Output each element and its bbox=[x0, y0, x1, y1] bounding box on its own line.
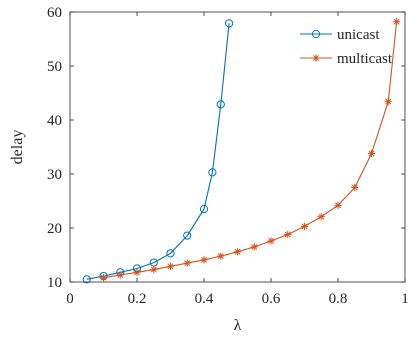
plot-background bbox=[70, 12, 405, 282]
data-point bbox=[166, 249, 175, 258]
series-line bbox=[86, 23, 230, 280]
data-point bbox=[225, 19, 234, 28]
y-axis-label: delay bbox=[9, 130, 26, 165]
data-point bbox=[199, 205, 209, 214]
y-tick-label: 60 bbox=[47, 5, 62, 21]
data-point bbox=[82, 275, 91, 284]
data-point bbox=[317, 213, 325, 221]
data-point bbox=[208, 168, 217, 177]
x-tick-label: 1 bbox=[401, 291, 409, 307]
data-point bbox=[267, 237, 275, 245]
x-tick-label: 0.2 bbox=[128, 291, 147, 307]
axes-box bbox=[69, 11, 406, 283]
legend-label: multicast bbox=[337, 51, 393, 67]
series-multicast bbox=[99, 18, 401, 282]
x-tick-label: 0.8 bbox=[329, 291, 348, 307]
data-point bbox=[133, 268, 141, 276]
x-tick-label: 0.6 bbox=[262, 291, 281, 307]
series-unicast bbox=[82, 19, 234, 284]
data-point bbox=[351, 183, 359, 192]
series-layer bbox=[82, 18, 401, 284]
legend-label: unicast bbox=[337, 27, 380, 43]
data-point bbox=[116, 271, 124, 279]
legend: unicast multicast bbox=[300, 27, 393, 67]
data-point bbox=[250, 243, 258, 251]
data-point bbox=[166, 262, 175, 270]
data-point bbox=[300, 222, 309, 230]
data-point bbox=[312, 54, 320, 62]
data-point bbox=[334, 201, 342, 209]
axes-layer: 0 0.2 0.4 0.6 0.8 1 10 20 30 40 50 60 bbox=[47, 5, 409, 307]
legend-entry-multicast: multicast bbox=[300, 51, 393, 67]
y-tick-label: 50 bbox=[47, 59, 62, 75]
y-tick-label: 10 bbox=[47, 275, 62, 291]
data-point bbox=[367, 149, 376, 158]
data-point bbox=[99, 274, 108, 282]
data-point bbox=[311, 29, 321, 39]
data-point bbox=[200, 256, 208, 264]
data-point bbox=[216, 100, 225, 109]
y-tick-label: 40 bbox=[47, 113, 62, 129]
plot-area bbox=[70, 12, 405, 282]
legend-entry-unicast: unicast bbox=[300, 27, 380, 43]
x-tick-label: 0.4 bbox=[195, 291, 214, 307]
x-axis-label: λ bbox=[234, 317, 242, 334]
data-point bbox=[393, 18, 401, 26]
y-tick-label: 20 bbox=[47, 221, 62, 237]
x-tick-label: 0 bbox=[66, 291, 74, 307]
data-point bbox=[233, 248, 242, 256]
data-point bbox=[183, 231, 192, 240]
data-point bbox=[183, 259, 191, 267]
data-point bbox=[284, 230, 292, 239]
data-point bbox=[384, 98, 392, 106]
data-point bbox=[217, 252, 225, 260]
data-point bbox=[150, 265, 158, 274]
y-tick-label: 30 bbox=[47, 167, 62, 183]
